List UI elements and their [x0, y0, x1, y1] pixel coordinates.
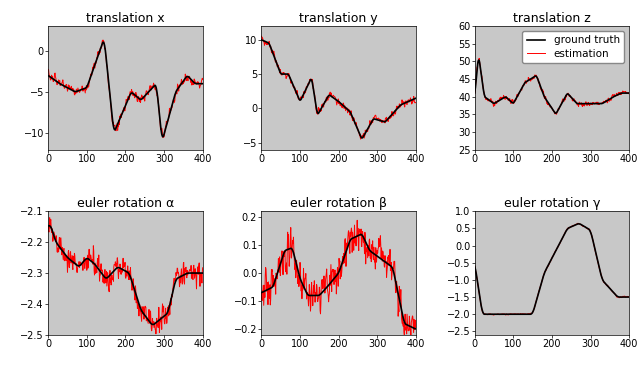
Title: euler rotation γ: euler rotation γ: [503, 197, 600, 210]
Title: euler rotation α: euler rotation α: [77, 197, 174, 210]
Title: translation y: translation y: [299, 12, 378, 25]
Title: euler rotation β: euler rotation β: [290, 197, 387, 210]
Legend: ground truth, estimation: ground truth, estimation: [523, 31, 624, 63]
Title: translation z: translation z: [513, 12, 591, 25]
Title: translation x: translation x: [86, 12, 165, 25]
